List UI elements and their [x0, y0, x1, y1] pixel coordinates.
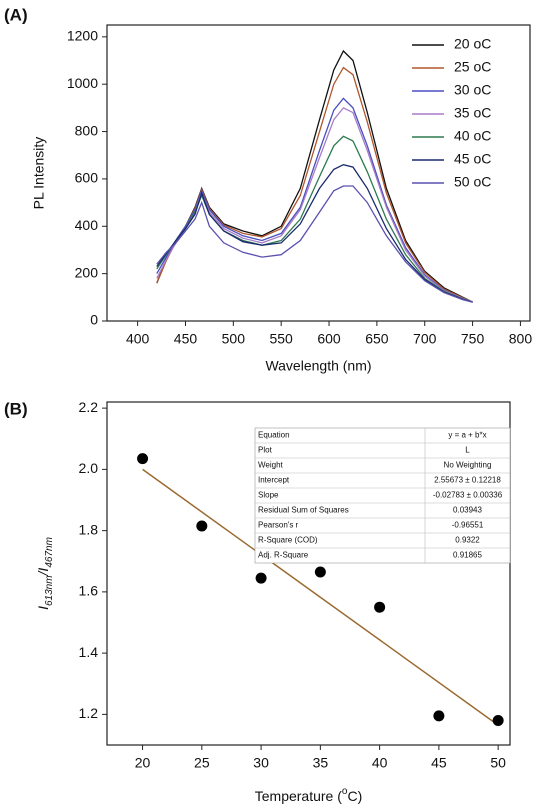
series-line [156, 185, 473, 303]
x-tick-label: 700 [413, 331, 437, 347]
table-cell: y = a + b*x [448, 431, 486, 440]
panel-label: (A) [4, 5, 28, 24]
x-axis-title-part: o [342, 786, 348, 797]
y-tick-label: 400 [75, 217, 99, 233]
y-tick-label: 2.0 [79, 460, 99, 476]
x-tick-label: 450 [174, 331, 198, 347]
panel-label: (B) [4, 399, 28, 418]
x-tick-label: 40 [372, 755, 388, 771]
table-cell: -0.02783 ± 0.00336 [433, 491, 503, 500]
y-axis-title-part: I [35, 606, 51, 610]
table-cell: 2.55673 ± 0.12218 [434, 476, 501, 485]
x-tick-label: 20 [135, 755, 151, 771]
y-tick-label: 600 [75, 170, 99, 186]
series-line [156, 164, 473, 303]
table-cell: Intercept [258, 476, 290, 485]
table-cell: Slope [258, 491, 279, 500]
x-tick-label: 550 [269, 331, 293, 347]
y-tick-label: 1.4 [79, 644, 99, 660]
data-point [137, 453, 149, 465]
x-axis-title-part: C) [347, 788, 362, 804]
x-tick-label: 600 [317, 331, 341, 347]
legend-label: 40 oC [454, 128, 491, 144]
y-tick-label: 200 [75, 264, 99, 280]
table-cell: Weight [258, 461, 284, 470]
data-point [492, 715, 504, 726]
data-point [314, 566, 326, 578]
series-line [156, 66, 473, 303]
x-tick-label: 800 [509, 331, 533, 347]
y-axis-title-part: 613nm [44, 575, 55, 606]
legend-label: 20 oC [454, 36, 491, 52]
y-axis-title-part: 467nm [44, 537, 55, 568]
y-tick-label: 2.2 [79, 399, 99, 415]
plot-frame [106, 24, 531, 322]
x-tick-label: 400 [126, 331, 150, 347]
legend-label: 45 oC [454, 151, 491, 167]
data-point [374, 601, 386, 613]
legend-label: 50 oC [454, 174, 491, 190]
series-line [156, 135, 473, 303]
y-tick-label: 0 [90, 312, 98, 328]
table-cell: Plot [258, 446, 273, 455]
table-cell: 0.91865 [453, 551, 482, 560]
legend-label: 25 oC [454, 59, 491, 75]
table-cell: Adj. R-Square [258, 551, 309, 560]
data-point [433, 710, 445, 722]
series-line [156, 97, 473, 303]
y-tick-label: 1200 [67, 28, 98, 44]
x-axis-title: Wavelength (nm) [265, 358, 371, 374]
x-axis-title-part: Temperature ( [255, 788, 342, 804]
y-tick-label: 800 [75, 122, 99, 138]
table-cell: No Weighting [444, 461, 492, 470]
fit-line [142, 468, 499, 726]
x-tick-label: 25 [194, 755, 210, 771]
y-tick-label: 1.6 [79, 583, 99, 599]
table-cell: Equation [258, 431, 290, 440]
table-cell: Pearson's r [258, 521, 299, 530]
table-cell: 0.03943 [453, 506, 482, 515]
y-tick-label: 1000 [67, 75, 98, 91]
table-cell: R-Square (COD) [258, 536, 318, 545]
y-axis-title: I613nm/I467nm [35, 537, 55, 610]
table-cell: L [465, 446, 470, 455]
table-cell: 0.9322 [455, 536, 480, 545]
plot-frame [106, 401, 511, 746]
x-tick-label: 650 [365, 331, 389, 347]
table-cell: Residual Sum of Squares [258, 506, 349, 515]
series-line [156, 49, 473, 303]
x-tick-label: 500 [222, 331, 246, 347]
y-axis-title-part: /I [35, 568, 51, 577]
x-axis-title: Temperature (oC) [255, 786, 363, 804]
x-tick-label: 50 [490, 755, 506, 771]
y-tick-label: 1.8 [79, 521, 99, 537]
legend-label: 35 oC [454, 105, 491, 121]
data-point [196, 520, 208, 532]
stats-table [254, 427, 511, 564]
x-tick-label: 35 [313, 755, 329, 771]
y-tick-label: 1.2 [79, 705, 99, 721]
legend-label: 30 oC [454, 82, 491, 98]
data-point [255, 572, 267, 584]
x-tick-label: 45 [431, 755, 447, 771]
x-tick-label: 30 [253, 755, 269, 771]
y-axis-title: PL Intensity [31, 137, 47, 210]
x-tick-label: 750 [461, 331, 485, 347]
table-cell: -0.96551 [452, 521, 484, 530]
